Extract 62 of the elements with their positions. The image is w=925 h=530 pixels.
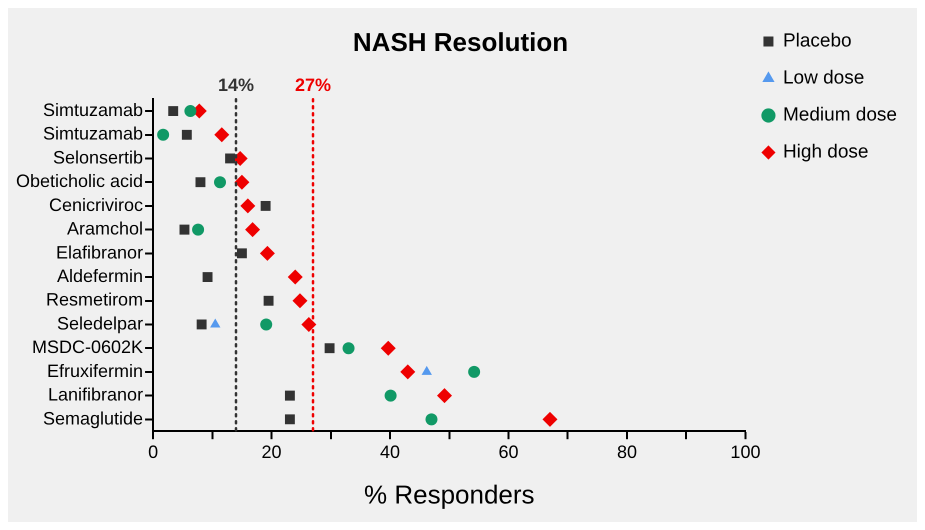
x-axis-title: % Responders xyxy=(364,480,535,510)
point xyxy=(260,200,271,211)
y-tick-label: Semaglutide xyxy=(42,408,144,428)
point xyxy=(236,248,247,258)
point xyxy=(468,366,480,378)
point xyxy=(380,340,396,356)
y-tick-label: Resmetirom xyxy=(46,290,144,310)
y-tick-label: Aldefermin xyxy=(57,266,144,286)
x-tick-label: 20 xyxy=(262,442,282,462)
point xyxy=(192,224,204,236)
point xyxy=(437,388,452,404)
point xyxy=(292,293,308,308)
y-tick-label: Lanifibranor xyxy=(48,384,144,405)
ref-line-label: 14% xyxy=(218,75,254,96)
y-tick-label: MSDC-0602K xyxy=(32,337,144,358)
legend-label: Placebo xyxy=(782,30,852,52)
point xyxy=(284,390,295,401)
point xyxy=(384,390,397,402)
y-tick-label: Simtuzamab xyxy=(43,124,144,144)
y-tick-label: Efruxifermin xyxy=(47,360,144,381)
point xyxy=(184,105,196,118)
x-tick-label: 60 xyxy=(498,442,519,462)
point xyxy=(225,154,236,164)
x-tick-label: 40 xyxy=(380,442,400,462)
point xyxy=(168,106,178,116)
x-tick-label: 80 xyxy=(616,442,637,462)
point xyxy=(196,177,206,188)
legend-label: High dose xyxy=(782,142,869,163)
point xyxy=(260,318,272,330)
point xyxy=(180,224,190,235)
chart-title: NASH Resolution xyxy=(352,26,568,57)
point xyxy=(202,272,213,282)
point xyxy=(240,198,256,214)
point xyxy=(214,176,226,188)
y-tick-label: Cenicriviroc xyxy=(49,194,144,215)
point xyxy=(542,412,558,427)
y-tick-label: Simtuzamab xyxy=(43,100,144,120)
point xyxy=(342,342,355,354)
y-tick-label: Elafibranor xyxy=(56,242,144,262)
y-tick-label: Obeticholic acid xyxy=(16,171,144,192)
point xyxy=(196,320,207,330)
point xyxy=(400,364,416,380)
point xyxy=(301,316,316,332)
point xyxy=(245,222,260,238)
y-tick-label: Aramchol xyxy=(67,218,144,239)
point xyxy=(182,130,192,140)
x-tick-label: 0 xyxy=(148,442,158,462)
point xyxy=(284,414,295,424)
ref-line-label: 27% xyxy=(294,75,332,96)
legend-label: Low dose xyxy=(782,68,864,89)
point xyxy=(288,270,303,285)
y-tick-label: Seledelpar xyxy=(57,313,144,334)
point xyxy=(264,296,274,306)
x-tick-label: 100 xyxy=(730,442,760,462)
point xyxy=(260,246,275,261)
point xyxy=(214,127,230,142)
point xyxy=(234,174,250,190)
point xyxy=(157,128,170,141)
point xyxy=(425,413,438,426)
legend-label: Medium dose xyxy=(782,104,898,126)
point xyxy=(324,343,335,354)
y-tick-label: Selonsertib xyxy=(53,147,144,168)
